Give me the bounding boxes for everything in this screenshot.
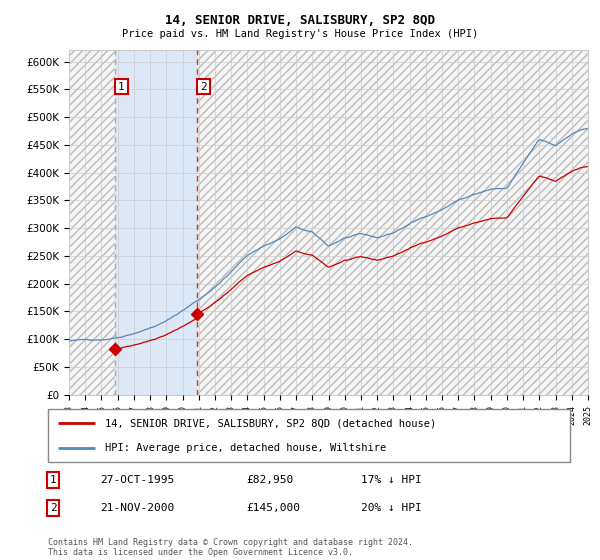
Text: 2: 2 (200, 82, 207, 91)
Text: 21-NOV-2000: 21-NOV-2000 (100, 503, 175, 513)
Text: HPI: Average price, detached house, Wiltshire: HPI: Average price, detached house, Wilt… (106, 442, 386, 452)
Text: £82,950: £82,950 (247, 475, 293, 485)
Bar (69, 50, 115, 395)
Text: 14, SENIOR DRIVE, SALISBURY, SP2 8QD (detached house): 14, SENIOR DRIVE, SALISBURY, SP2 8QD (de… (106, 418, 437, 428)
Text: 1: 1 (118, 82, 125, 91)
FancyBboxPatch shape (48, 409, 570, 462)
Text: 1: 1 (50, 475, 56, 485)
Text: 14, SENIOR DRIVE, SALISBURY, SP2 8QD: 14, SENIOR DRIVE, SALISBURY, SP2 8QD (165, 14, 435, 27)
Bar (115, 50, 197, 395)
Text: Contains HM Land Registry data © Crown copyright and database right 2024.
This d: Contains HM Land Registry data © Crown c… (48, 538, 413, 557)
Bar (197, 50, 600, 395)
Text: Price paid vs. HM Land Registry's House Price Index (HPI): Price paid vs. HM Land Registry's House … (122, 29, 478, 39)
Text: 20% ↓ HPI: 20% ↓ HPI (361, 503, 422, 513)
Text: 2: 2 (50, 503, 56, 513)
Text: 27-OCT-1995: 27-OCT-1995 (100, 475, 175, 485)
Text: £145,000: £145,000 (247, 503, 301, 513)
Text: 17% ↓ HPI: 17% ↓ HPI (361, 475, 422, 485)
